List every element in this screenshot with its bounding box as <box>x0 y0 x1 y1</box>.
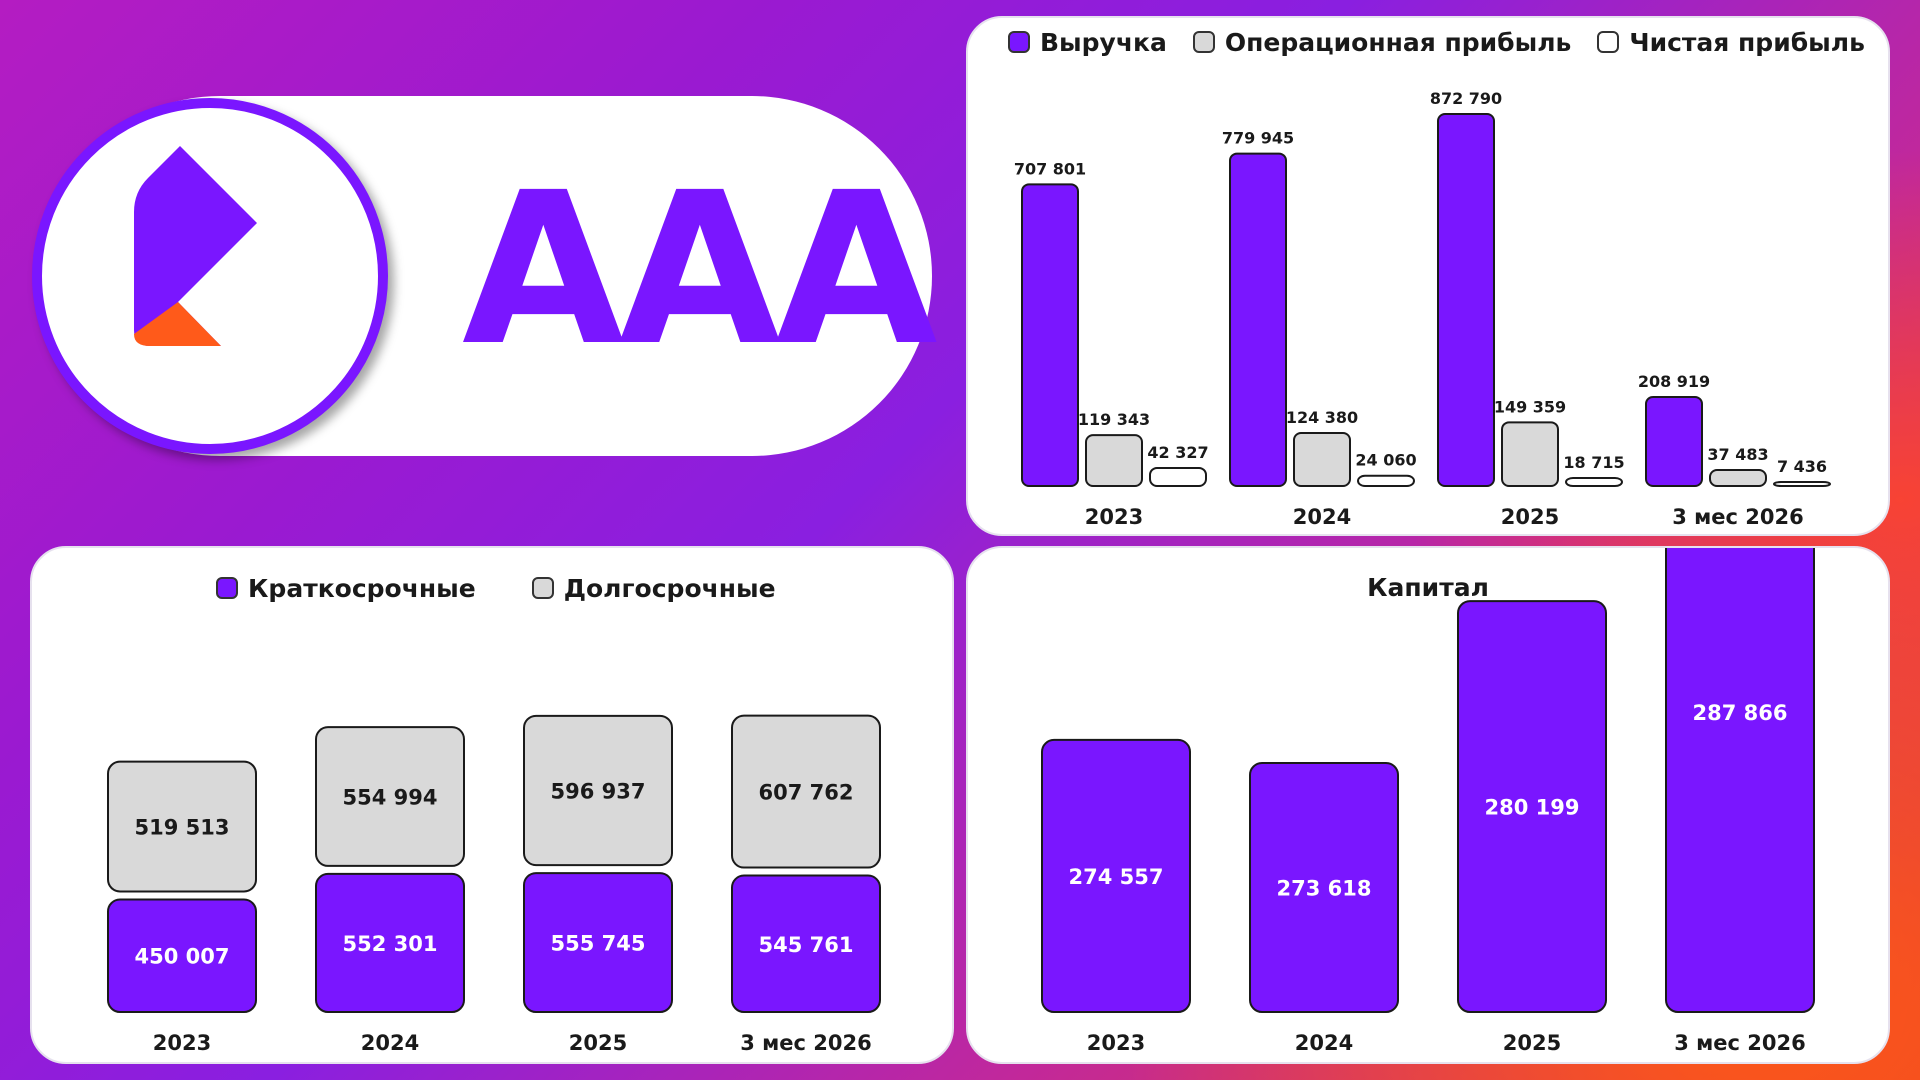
legend-label-operating: Операционная прибыль <box>1224 27 1572 57</box>
bar-net <box>1773 481 1831 487</box>
income-chart: 707 801 119 343 42 327 2023 779 945 124 380 24… <box>1014 89 1831 529</box>
data-label-short: 545 761 <box>759 933 854 957</box>
x-tick-label: 2023 <box>1085 505 1143 529</box>
bar-net <box>1565 477 1623 488</box>
data-label-long: 607 762 <box>759 781 854 805</box>
bar-capital <box>1665 548 1815 1013</box>
bar-net <box>1149 466 1207 487</box>
legend-swatch-revenue <box>1008 31 1030 53</box>
liabilities-panel: Краткосрочные Долгосрочные 450 007 519 51… <box>30 546 954 1064</box>
bar-long <box>731 714 881 869</box>
data-label-long: 519 513 <box>135 816 230 840</box>
bar-long <box>523 714 673 867</box>
data-label-capital: 280 199 <box>1485 796 1580 820</box>
legend-swatch-short <box>216 577 238 599</box>
x-tick-label: 2024 <box>1295 1031 1353 1055</box>
bar-operating <box>1293 431 1351 488</box>
data-label-revenue: 208 919 <box>1638 372 1710 391</box>
capital-panel: Капитал 274 557 2023 273 618 2024 280 199 202… <box>966 546 1890 1064</box>
data-label-long: 596 937 <box>551 779 646 803</box>
income-panel: Выручка Операционная прибыль Чистая приб… <box>966 16 1890 536</box>
capital-title: Капитал <box>1367 573 1489 602</box>
bar-short <box>107 898 257 1014</box>
capital-chart: 274 557 2023 273 618 2024 280 199 2025 287 866… <box>1041 548 1815 1055</box>
bar-revenue <box>1021 183 1079 487</box>
data-label-operating: 149 359 <box>1494 397 1566 416</box>
bar-operating <box>1709 469 1767 487</box>
legend-label-long: Долгосрочные <box>563 573 776 603</box>
bar-short <box>731 874 881 1013</box>
liabilities-legend: Краткосрочные Долгосрочные <box>216 566 802 610</box>
x-tick-label: 2025 <box>569 1031 627 1055</box>
data-label-short: 450 007 <box>135 945 230 969</box>
data-label-long: 554 994 <box>343 786 438 810</box>
legend-item-short: Краткосрочные <box>216 574 476 603</box>
legend-label-short: Краткосрочные <box>248 573 476 603</box>
bar-capital <box>1457 600 1607 1013</box>
data-label-net: 24 060 <box>1355 451 1416 470</box>
legend-swatch-operating <box>1192 31 1215 53</box>
x-tick-label: 2023 <box>1087 1031 1145 1055</box>
x-tick-label: 3 мес 2026 <box>740 1031 872 1055</box>
legend-label-revenue: Выручка <box>1040 27 1167 57</box>
data-label-short: 555 745 <box>551 932 646 956</box>
bar-long <box>107 760 257 893</box>
legend-label-net: Чистая прибыль <box>1629 27 1865 57</box>
legend-item-long: Долгосрочные <box>531 573 776 603</box>
x-tick-label: 2025 <box>1501 505 1559 529</box>
x-tick-label: 3 мес 2026 <box>1672 505 1804 529</box>
data-label-revenue: 707 801 <box>1014 159 1086 178</box>
data-label-net: 18 715 <box>1563 453 1624 472</box>
x-tick-label: 2024 <box>361 1031 419 1055</box>
legend-swatch-net <box>1597 31 1620 53</box>
brand-name: AAA <box>462 147 938 392</box>
bar-revenue <box>1437 113 1495 487</box>
data-label-operating: 37 483 <box>1707 445 1768 464</box>
bar-revenue <box>1645 395 1703 488</box>
data-label-capital: 274 557 <box>1069 865 1164 889</box>
brand-logo <box>32 98 388 454</box>
bar-operating <box>1085 434 1143 487</box>
data-label-net: 7 436 <box>1777 457 1827 476</box>
bar-net <box>1357 474 1415 487</box>
legend-item-operating: Операционная прибыль <box>1192 27 1572 57</box>
legend-item-revenue: Выручка <box>1008 28 1167 57</box>
data-label-revenue: 872 790 <box>1430 89 1502 108</box>
data-label-net: 42 327 <box>1147 443 1208 462</box>
x-tick-label: 2023 <box>153 1031 211 1055</box>
bar-capital <box>1041 738 1191 1013</box>
data-label-capital: 273 618 <box>1277 876 1372 900</box>
income-legend: Выручка Операционная прибыль Чистая приб… <box>1008 20 1891 64</box>
data-label-revenue: 779 945 <box>1222 129 1294 148</box>
data-label-short: 552 301 <box>343 932 438 956</box>
bar-short <box>315 872 465 1013</box>
x-tick-label: 3 мес 2026 <box>1674 1031 1806 1055</box>
legend-item-net: Чистая прибыль <box>1597 28 1865 57</box>
bar-long <box>315 726 465 867</box>
x-tick-label: 2024 <box>1293 505 1351 529</box>
bar-short <box>523 872 673 1013</box>
bar-revenue <box>1229 152 1287 488</box>
logo-mark-icon <box>134 146 257 346</box>
legend-swatch-long <box>531 577 554 599</box>
data-label-operating: 124 380 <box>1286 408 1358 427</box>
bar-capital <box>1249 761 1399 1013</box>
data-label-capital: 287 866 <box>1693 701 1788 725</box>
data-label-operating: 119 343 <box>1078 410 1150 429</box>
bar-operating <box>1501 421 1559 487</box>
liabilities-chart: 450 007 519 513 2023 552 301 554 994 2024 555 … <box>107 714 881 1055</box>
x-tick-label: 2025 <box>1503 1031 1561 1055</box>
